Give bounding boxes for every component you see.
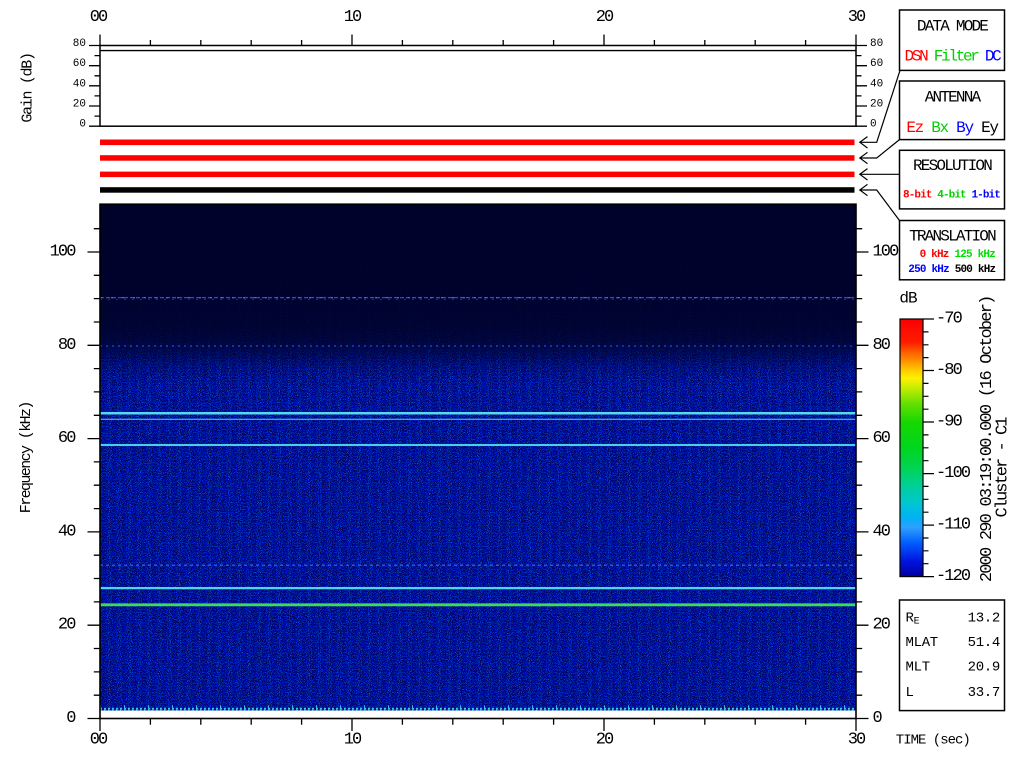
svg-text:20: 20	[58, 616, 76, 635]
svg-text:80: 80	[873, 336, 891, 355]
svg-text:33.7: 33.7	[968, 685, 1000, 701]
svg-text:13.2: 13.2	[968, 610, 1000, 626]
svg-text:20: 20	[596, 730, 614, 749]
svg-text:60: 60	[58, 429, 76, 448]
svg-text:60: 60	[870, 58, 883, 70]
svg-text:2000 290 03:19:00.000 (16 Octo: 2000 290 03:19:00.000 (16 October)	[978, 296, 997, 582]
svg-text:30: 30	[848, 730, 866, 749]
svg-text:60: 60	[873, 429, 891, 448]
svg-text:40: 40	[73, 78, 86, 90]
svg-text:RESOLUTION: RESOLUTION	[913, 157, 992, 175]
svg-text:Cluster - C1: Cluster - C1	[993, 417, 1012, 518]
svg-text:250 kHz 500 kHz: 250 kHz 500 kHz	[908, 264, 995, 276]
svg-text:100: 100	[873, 243, 900, 262]
svg-text:Frequency (kHz): Frequency (kHz)	[18, 402, 35, 513]
svg-text:40: 40	[870, 78, 883, 90]
svg-text:-80: -80	[936, 361, 963, 380]
svg-text:8-bit 4-bit 1-bit: 8-bit 4-bit 1-bit	[903, 189, 1000, 201]
svg-text:20: 20	[870, 99, 883, 111]
svg-text:ANTENNA: ANTENNA	[925, 89, 982, 107]
svg-text:60: 60	[73, 58, 86, 70]
svg-text:0: 0	[66, 709, 76, 728]
svg-text:20: 20	[596, 8, 614, 27]
svg-text:MLAT: MLAT	[906, 635, 938, 651]
svg-text:80: 80	[870, 38, 883, 50]
svg-text:10: 10	[344, 8, 362, 27]
svg-text:DSN Filter DC: DSN Filter DC	[905, 48, 1002, 66]
svg-text:40: 40	[58, 522, 76, 541]
svg-text:40: 40	[873, 522, 891, 541]
svg-text:L: L	[906, 685, 914, 701]
svg-text:MLT: MLT	[906, 660, 930, 676]
svg-text:TIME (sec): TIME (sec)	[896, 733, 970, 749]
svg-text:Gain (dB): Gain (dB)	[19, 53, 36, 122]
svg-text:-70: -70	[936, 310, 963, 329]
svg-text:-120: -120	[936, 567, 971, 586]
svg-text:0: 0	[79, 119, 86, 131]
svg-text:20: 20	[73, 99, 86, 111]
svg-text:00: 00	[90, 730, 108, 749]
svg-text:80: 80	[58, 336, 76, 355]
svg-text:Ez Bx By Ey: Ez Bx By Ey	[906, 119, 999, 137]
svg-text:DATA MODE: DATA MODE	[917, 18, 988, 36]
svg-text:30: 30	[848, 8, 866, 27]
svg-text:20: 20	[873, 616, 891, 635]
svg-text:51.4: 51.4	[968, 635, 1000, 651]
svg-text:10: 10	[344, 730, 362, 749]
svg-text:0 kHz 125 kHz: 0 kHz 125 kHz	[920, 249, 996, 261]
svg-text:-90: -90	[936, 413, 963, 432]
svg-text:0: 0	[870, 119, 877, 131]
svg-text:20.9: 20.9	[968, 660, 1000, 676]
svg-text:-100: -100	[936, 464, 971, 483]
svg-text:RE: RE	[906, 610, 920, 627]
svg-text:00: 00	[90, 8, 108, 27]
svg-text:TRANSLATION: TRANSLATION	[909, 228, 996, 246]
svg-text:0: 0	[873, 709, 883, 728]
svg-text:dB: dB	[899, 290, 917, 308]
svg-text:80: 80	[73, 38, 86, 50]
svg-text:-110: -110	[936, 516, 971, 535]
svg-text:100: 100	[50, 243, 77, 262]
